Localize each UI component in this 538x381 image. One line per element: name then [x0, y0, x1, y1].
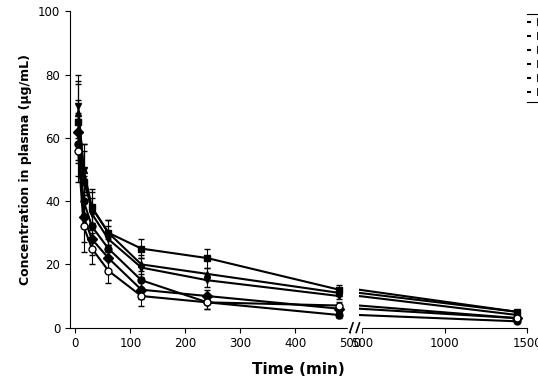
Text: Time (min): Time (min): [252, 362, 345, 377]
Legend: PTX, PTX-Lip, PTX-Glu-Lip, PTX-RGD-Lip, PTX-Glu-RGD-Lip, PTX-Glu+RGD-Lip: PTX, PTX-Lip, PTX-Glu-Lip, PTX-RGD-Lip, …: [504, 14, 538, 102]
Y-axis label: Concentration in plasma (μg/mL): Concentration in plasma (μg/mL): [19, 54, 32, 285]
